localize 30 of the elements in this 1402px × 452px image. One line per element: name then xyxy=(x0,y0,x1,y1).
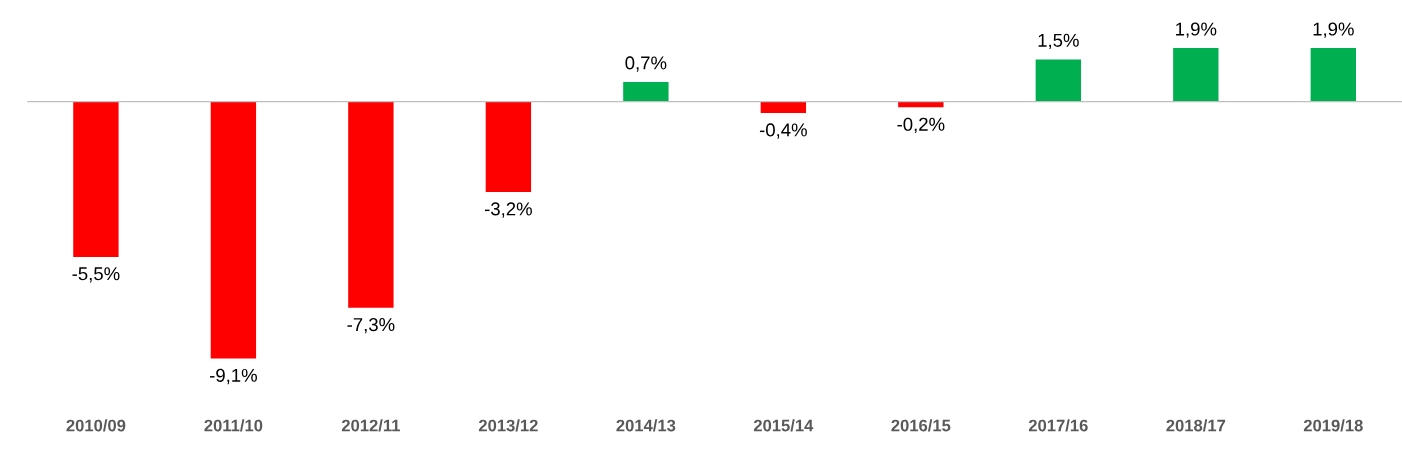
x-tick-label: 2010/09 xyxy=(66,419,126,432)
bar xyxy=(1310,48,1356,102)
bar xyxy=(1173,48,1219,102)
x-tick-label: 2011/10 xyxy=(204,419,263,432)
bar xyxy=(73,101,119,257)
bar xyxy=(623,81,669,102)
data-label: -7,3% xyxy=(347,317,395,334)
bar xyxy=(898,101,944,108)
x-tick-label: 2015/14 xyxy=(753,419,814,432)
data-label: 1,9% xyxy=(1176,22,1217,38)
x-tick-label: 2013/12 xyxy=(478,419,538,432)
x-tick-label: 2018/17 xyxy=(1166,419,1226,432)
x-tick-label: 2019/18 xyxy=(1303,419,1363,432)
x-tick-label: 2012/11 xyxy=(341,419,400,432)
bar xyxy=(210,101,257,359)
data-label: -5,5% xyxy=(72,267,120,283)
bar xyxy=(1035,59,1082,102)
data-label: 1,5% xyxy=(1038,33,1079,50)
x-tick-label: 2016/15 xyxy=(891,419,951,432)
data-label: -9,1% xyxy=(209,368,257,385)
data-label: -0,4% xyxy=(759,123,807,139)
bar xyxy=(485,101,532,192)
bar xyxy=(348,101,394,308)
data-label: 0,7% xyxy=(625,56,667,72)
bar xyxy=(760,101,807,113)
data-label: -0,2% xyxy=(897,117,945,133)
x-tick-label: 2014/13 xyxy=(616,419,676,432)
data-label: 1,9% xyxy=(1313,22,1354,38)
data-label: -3,2% xyxy=(484,202,532,218)
x-tick-label: 2017/16 xyxy=(1028,419,1088,432)
